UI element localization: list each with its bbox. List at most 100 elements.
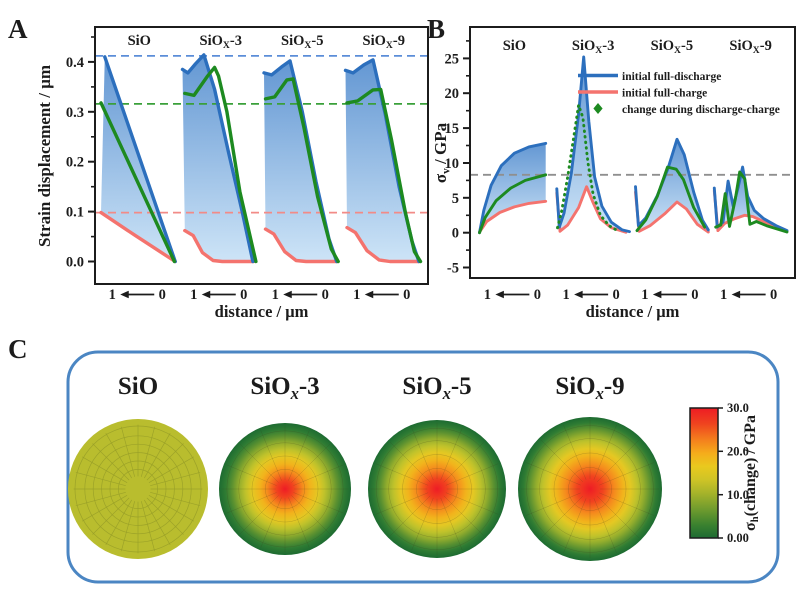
left-arrowhead-icon bbox=[283, 290, 292, 299]
grid-spoke bbox=[240, 495, 279, 534]
area-fill-SiOX-3 bbox=[182, 54, 254, 262]
grid-spoke bbox=[150, 491, 201, 507]
section-header: SiO bbox=[128, 33, 151, 49]
x-flow-label-0: 0 bbox=[240, 287, 247, 303]
x-flow-label-0: 0 bbox=[770, 287, 777, 303]
grid-spoke bbox=[526, 462, 581, 486]
grid-spoke bbox=[291, 444, 330, 483]
change-during-discharge-charge-curve bbox=[263, 77, 340, 264]
grid-spoke bbox=[593, 498, 617, 553]
x-flow-label-1: 1 bbox=[641, 287, 648, 303]
grid-spoke bbox=[240, 444, 279, 483]
change-during-discharge-charge-curve bbox=[635, 165, 707, 233]
initial-full-charge-curve bbox=[345, 225, 421, 264]
colorbar-title: σh(change) / GPa bbox=[742, 415, 761, 531]
area-fill-SiOX-9 bbox=[345, 59, 419, 262]
x-flow-label-0: 0 bbox=[534, 287, 541, 303]
change-during-discharge-charge-curve bbox=[714, 170, 789, 234]
area-fill-SiOX-5 bbox=[635, 139, 709, 232]
stress-map-circle-SiOx-9 bbox=[518, 417, 662, 561]
y-tick-label: -5 bbox=[447, 261, 459, 277]
grid-spoke bbox=[92, 443, 130, 481]
colorbar-tick-label: 20.0 bbox=[727, 445, 749, 459]
colorbar bbox=[689, 407, 719, 539]
x-axis-title: distance / μm bbox=[586, 302, 680, 321]
x-flow-label-0: 0 bbox=[613, 287, 620, 303]
circle-label-SiOx-9: SiOx-9 bbox=[555, 373, 624, 403]
initial-full-charge-curve bbox=[183, 228, 256, 264]
grid-spoke bbox=[140, 426, 156, 477]
grid-spoke bbox=[375, 492, 429, 515]
grid-spoke bbox=[148, 456, 194, 484]
grid-ring bbox=[238, 442, 332, 536]
polar-grid bbox=[221, 425, 349, 553]
area-fill-SiOX-5 bbox=[264, 60, 337, 262]
x-flow-label-1: 1 bbox=[353, 287, 360, 303]
y-axis-title: σv / GPa bbox=[431, 122, 452, 183]
grid-spoke bbox=[563, 425, 587, 480]
grid-spoke bbox=[120, 501, 136, 552]
grid-spoke bbox=[390, 442, 431, 483]
grid-spoke bbox=[445, 492, 499, 515]
grid-spoke bbox=[596, 439, 640, 483]
left-arrowhead-icon bbox=[574, 290, 583, 299]
section-header: SiOX-3 bbox=[572, 38, 614, 56]
y-tick-label: 10 bbox=[445, 156, 460, 172]
y-tick-label: 15 bbox=[445, 121, 460, 137]
grid-spoke bbox=[82, 494, 128, 522]
grid-spoke bbox=[143, 433, 171, 479]
grid-spoke bbox=[150, 471, 201, 487]
x-axis-title: distance / μm bbox=[215, 302, 309, 321]
y-tick-label: 0.2 bbox=[66, 155, 84, 171]
grid-spoke bbox=[148, 494, 194, 522]
grid-spoke bbox=[293, 492, 344, 514]
y-tick-label: 20 bbox=[445, 86, 460, 102]
y-axis-title: Strain displacement / μm bbox=[35, 65, 54, 247]
grid-spoke bbox=[411, 427, 434, 481]
grid-spoke bbox=[443, 442, 484, 483]
grid-spoke bbox=[226, 492, 277, 514]
grid-ring bbox=[251, 455, 319, 523]
grid-spoke bbox=[540, 495, 584, 539]
grid-spoke bbox=[411, 497, 434, 551]
panel-c-stress-change-maps: C SiO SiOx-3 SiOx-5 SiOx-9 30.0 20.0 10.0 0.00σh… bbox=[8, 334, 780, 584]
x-flow-label-0: 0 bbox=[159, 287, 166, 303]
legend-label: initial full-discharge bbox=[622, 71, 721, 83]
grid-spoke bbox=[143, 499, 171, 545]
left-arrowhead-icon bbox=[364, 290, 374, 299]
stress-map-circle-SiOx-5 bbox=[368, 420, 506, 558]
grid-spoke bbox=[288, 497, 310, 548]
y-tick-label: 0.0 bbox=[66, 255, 84, 271]
grid-spoke bbox=[596, 495, 640, 539]
x-flow-label-1: 1 bbox=[272, 287, 279, 303]
grid-spoke bbox=[599, 462, 654, 486]
stress-map-circle-SiOx-3 bbox=[219, 423, 351, 555]
x-flow-label-1: 1 bbox=[563, 287, 570, 303]
grid-spoke bbox=[563, 498, 587, 553]
grid-ring bbox=[226, 430, 344, 548]
x-flow-label-0: 0 bbox=[691, 287, 698, 303]
grid-spoke bbox=[293, 464, 344, 486]
left-arrowhead-icon bbox=[495, 290, 504, 299]
initial-full-discharge-curve bbox=[634, 137, 710, 232]
initial-full-charge-curve bbox=[555, 185, 628, 234]
circle-label-SiOx-5: SiOx-5 bbox=[402, 373, 471, 403]
grid-spoke bbox=[443, 495, 484, 536]
grid-spoke bbox=[105, 499, 133, 545]
colorbar-tick-label: 30.0 bbox=[727, 401, 749, 415]
grid-spoke bbox=[140, 501, 156, 552]
section-header: SiOX-5 bbox=[651, 38, 693, 56]
panel-c-rounded-border bbox=[66, 350, 780, 584]
grid-ring bbox=[539, 438, 641, 540]
x-flow-label-0: 0 bbox=[322, 287, 329, 303]
change-during-discharge-charge-curve bbox=[556, 103, 621, 233]
change-during-discharge-charge-curve bbox=[478, 173, 548, 235]
area-fill-SiOX-3 bbox=[556, 57, 630, 233]
grid-spoke bbox=[440, 497, 463, 551]
section-header: SiOX-9 bbox=[729, 38, 771, 56]
grid-spoke bbox=[291, 495, 330, 534]
panel-letter: B bbox=[427, 14, 445, 44]
x-flow-label-1: 1 bbox=[109, 287, 116, 303]
change-during-discharge-charge-curve bbox=[183, 65, 258, 264]
